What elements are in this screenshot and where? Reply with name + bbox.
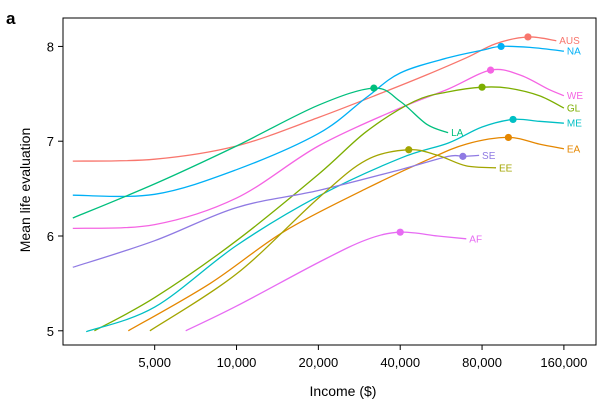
peak-point-aus: [524, 33, 532, 41]
series-line-we: [72, 68, 565, 230]
series-label-la: LA: [451, 128, 464, 139]
series-line-af: [185, 231, 467, 332]
series-line-gl: [94, 86, 565, 332]
series-line-na: [72, 45, 564, 198]
y-tick-label: 7: [47, 134, 54, 149]
series-line-aus: [72, 36, 557, 162]
peak-point-me: [509, 115, 517, 124]
series-label-af: AF: [469, 234, 482, 245]
series-label-gl: GL: [567, 104, 581, 115]
series-label-we: WE: [567, 91, 583, 102]
series-line-me: [85, 118, 564, 333]
peak-point-ee: [405, 146, 413, 154]
peak-point-af: [396, 228, 404, 236]
x-tick-label: 5,000: [138, 355, 171, 370]
series-label-na: NA: [567, 47, 581, 58]
x-tick-label: 10,000: [217, 355, 257, 370]
panel-letter: a: [6, 9, 16, 28]
y-tick-label: 8: [47, 39, 54, 54]
y-tick-label: 6: [47, 229, 54, 244]
x-tick-label: 20,000: [298, 355, 338, 370]
plot-frame: [62, 17, 597, 346]
x-tick-label: 40,000: [380, 355, 420, 370]
series-line-se: [72, 154, 480, 268]
peak-point-we: [486, 66, 495, 74]
x-tick-label: 160,000: [540, 355, 587, 370]
x-axis-label: Income ($): [310, 383, 377, 399]
series-label-ee: EE: [499, 163, 513, 174]
peak-point-na: [497, 42, 505, 51]
series-line-ee: [149, 148, 497, 332]
series-line-la: [72, 87, 449, 219]
peak-point-se: [459, 152, 467, 160]
series-label-me: ME: [567, 119, 582, 130]
peak-point-gl: [478, 83, 486, 91]
peak-point-ea: [504, 133, 512, 142]
y-axis-label: Mean life evaluation: [17, 128, 33, 253]
peak-point-la: [370, 84, 378, 92]
series-label-ea: EA: [567, 144, 581, 155]
x-tick-label: 80,000: [462, 355, 502, 370]
y-tick-label: 5: [47, 324, 54, 339]
series-label-aus: AUS: [559, 36, 580, 47]
series-label-se: SE: [482, 151, 496, 162]
